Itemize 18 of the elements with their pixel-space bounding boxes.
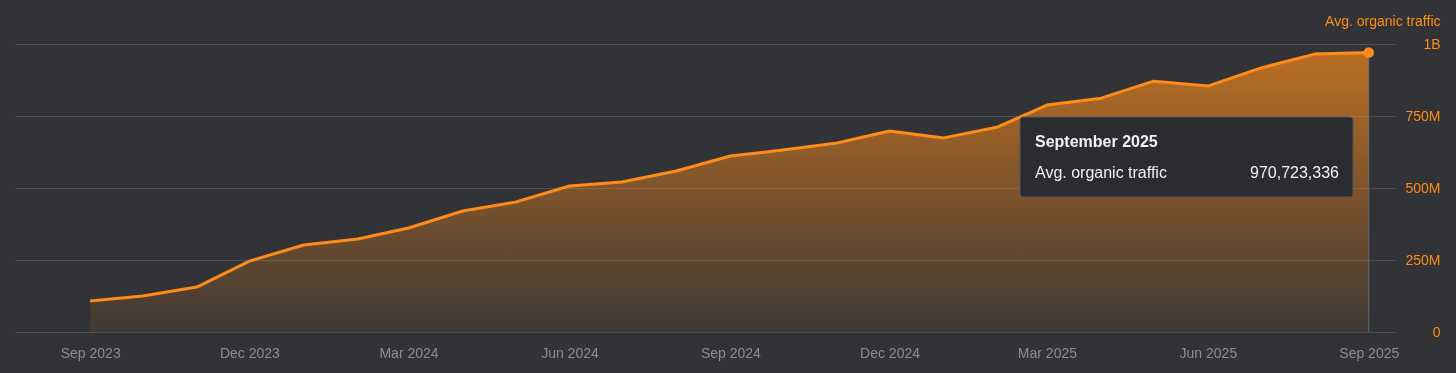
x-tick-label: Jun 2024 — [541, 344, 599, 361]
annotation: 970,723,336 — [1250, 164, 1340, 181]
annotation: September 2025 — [1035, 133, 1158, 150]
y-tick-label: 500M — [1405, 179, 1441, 196]
y-tick-label: 0 — [1432, 323, 1441, 340]
x-tick-label: Sep 2023 — [60, 344, 121, 361]
x-tick-label: Sep 2024 — [700, 344, 762, 361]
annotation: Avg. organic traffic — [1035, 164, 1167, 181]
x-tick-label: Dec 2024 — [860, 344, 921, 361]
y-tick-label: 1B — [1423, 35, 1441, 52]
x-tick-label: Mar 2024 — [379, 344, 439, 361]
x-tick-label: Dec 2023 — [219, 344, 281, 361]
y-tick-label: 250M — [1405, 251, 1441, 268]
y-tick-label: 750M — [1405, 107, 1441, 124]
x-tick-label: Jun 2025 — [1179, 344, 1238, 361]
y-axis-title: Avg. organic traffic — [1325, 12, 1441, 29]
x-tick-label: Mar 2025 — [1017, 344, 1078, 361]
x-tick-label: Sep 2025 — [1339, 344, 1400, 361]
